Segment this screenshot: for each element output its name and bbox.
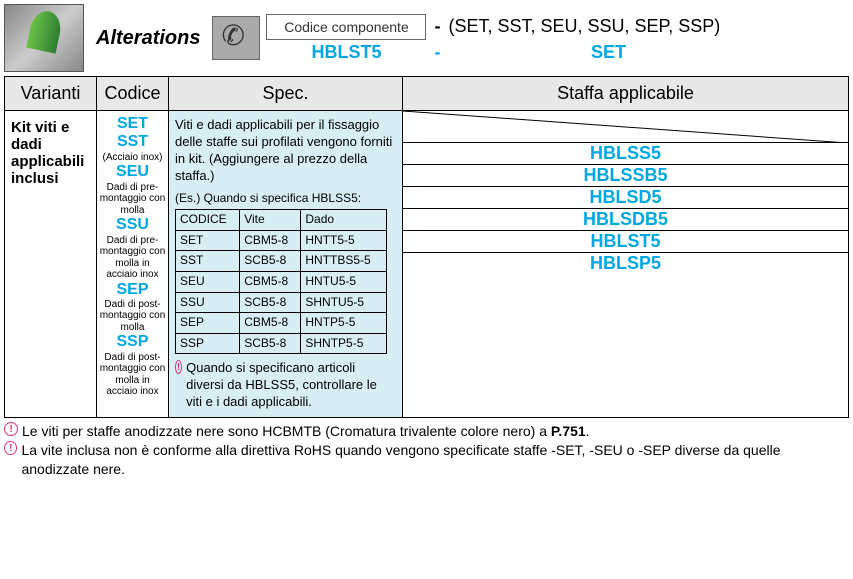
spec-intro: Viti e dadi applicabili per il fissaggio… [175, 117, 396, 185]
footnote-2: ! La vite inclusa non è conforme alla di… [4, 441, 849, 479]
note-icon: ! [4, 422, 18, 436]
footnote-1-text: Le viti per staffe anodizzate nere sono … [22, 422, 590, 441]
ic: SSU [176, 292, 240, 313]
staffa-inner: HBLSS5 HBLSSB5 HBLSD5 HBLSDB5 HBLST5 HBL… [403, 111, 848, 274]
inner-row: SSPSCB5-8SHNTP5-5 [176, 333, 387, 354]
table-header-row: Varianti Codice Spec. Staffa applicabile [5, 77, 849, 111]
staffa-row: HBLST5 [403, 231, 848, 253]
spec-note-text: Quando si specificano articoli diversi d… [186, 360, 396, 411]
suffix-list: (SET, SST, SEU, SSU, SEP, SSP) [448, 16, 720, 37]
code-ssu: SSU [99, 216, 166, 234]
id: HNTU5-5 [301, 271, 387, 292]
ic: SSP [176, 333, 240, 354]
code-sep-sub: Dadi di post-montaggio con molla [99, 299, 166, 334]
id: SHNTP5-5 [301, 333, 387, 354]
th-staffa: Staffa applicabile [403, 77, 849, 111]
iv: CBM5-8 [240, 230, 301, 251]
inner-row: SSTSCB5-8HNTTBS5-5 [176, 251, 387, 272]
inner-th-vite: Vite [240, 210, 301, 231]
ic: SET [176, 230, 240, 251]
phone-icon [212, 16, 260, 60]
staffa-diagonal [403, 111, 848, 143]
inner-th-dado: Dado [301, 210, 387, 231]
ic: SST [176, 251, 240, 272]
note-icon: ! [4, 441, 17, 455]
fn1b: . [586, 423, 590, 439]
code-ssp: SSP [99, 333, 166, 351]
iv: SCB5-8 [240, 292, 301, 313]
staffa-row: HBLSD5 [403, 187, 848, 209]
note-icon: ! [175, 360, 182, 374]
inner-header-row: CODICE Vite Dado [176, 210, 387, 231]
id: SHNTU5-5 [301, 292, 387, 313]
iv: SCB5-8 [240, 251, 301, 272]
iv: SCB5-8 [240, 333, 301, 354]
diagonal-line-icon [403, 111, 848, 143]
example-partno: HBLST5 [266, 42, 426, 63]
footnotes: ! Le viti per staffe anodizzate nere son… [4, 422, 849, 479]
spec-note: ! Quando si specificano articoli diversi… [175, 360, 396, 411]
page-ref: P.751 [551, 423, 586, 439]
footnote-2-text: La vite inclusa non è conforme alla dire… [21, 441, 849, 479]
code-ssu-sub: Dadi di pre-montaggio con molla in accia… [99, 235, 166, 281]
th-codice: Codice [97, 77, 169, 111]
iv: CBM5-8 [240, 271, 301, 292]
inner-row: SETCBM5-8HNTT5-5 [176, 230, 387, 251]
staffa-row: HBLSSB5 [403, 165, 848, 187]
inner-th-codice: CODICE [176, 210, 240, 231]
dash-cyan: - [434, 42, 440, 63]
spec-table: Varianti Codice Spec. Staffa applicabile… [4, 76, 849, 418]
staffa-cell: HBLSS5 HBLSSB5 HBLSD5 HBLSDB5 HBLST5 HBL… [403, 111, 849, 418]
spec-cell: Viti e dadi applicabili per il fissaggio… [169, 111, 403, 418]
varianti-cell: Kit viti e dadi applicabili inclusi [5, 111, 97, 418]
code-seu: SEU [99, 163, 166, 181]
code-template-line: Codice componente - (SET, SST, SEU, SSU,… [266, 14, 768, 40]
id: HNTP5-5 [301, 313, 387, 334]
inner-row: SSUSCB5-8SHNTU5-5 [176, 292, 387, 313]
code-sep: SEP [99, 281, 166, 299]
id: HNTTBS5-5 [301, 251, 387, 272]
spec-example-label: (Es.) Quando si specifica HBLSS5: [175, 191, 396, 207]
code-example-line: HBLST5 - SET [266, 42, 768, 63]
product-logo [4, 4, 84, 72]
code-ssp-sub: Dadi di post-montaggio con molla in acci… [99, 352, 166, 398]
dash: - [434, 16, 440, 37]
code-block: Codice componente - (SET, SST, SEU, SSU,… [266, 14, 768, 63]
alterations-label: Alterations [96, 27, 200, 50]
inner-row: SEPCBM5-8HNTP5-5 [176, 313, 387, 334]
codice-cell: SET SST (Acciaio inox) SEU Dadi di pre-m… [97, 111, 169, 418]
code-set: SET [99, 115, 166, 133]
fn1a: Le viti per staffe anodizzate nere sono … [22, 423, 551, 439]
th-varianti: Varianti [5, 77, 97, 111]
footnote-1: ! Le viti per staffe anodizzate nere son… [4, 422, 849, 441]
inner-table: CODICE Vite Dado SETCBM5-8HNTT5-5 SSTSCB… [175, 209, 387, 354]
staffa-row: HBLSS5 [403, 143, 848, 165]
table-body-row: Kit viti e dadi applicabili inclusi SET … [5, 111, 849, 418]
inner-row: SEUCBM5-8HNTU5-5 [176, 271, 387, 292]
iv: CBM5-8 [240, 313, 301, 334]
example-suffix: SET [448, 42, 768, 63]
code-sst-sub: (Acciaio inox) [99, 152, 166, 164]
header-row: Alterations Codice componente - (SET, SS… [4, 4, 849, 72]
staffa-row: HBLSDB5 [403, 209, 848, 231]
ic: SEU [176, 271, 240, 292]
ic: SEP [176, 313, 240, 334]
staffa-row: HBLSP5 [403, 253, 848, 274]
id: HNTT5-5 [301, 230, 387, 251]
code-seu-sub: Dadi di pre-montaggio con molla [99, 182, 166, 217]
th-spec: Spec. [169, 77, 403, 111]
code-sst: SST [99, 133, 166, 151]
code-box-label: Codice componente [266, 14, 426, 40]
